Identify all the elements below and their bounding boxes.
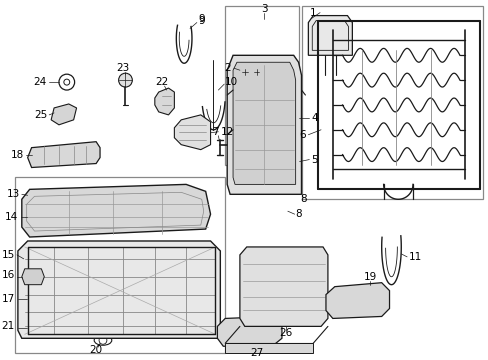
Polygon shape xyxy=(217,316,282,346)
Text: 27: 27 xyxy=(249,348,263,358)
Circle shape xyxy=(119,73,132,87)
Bar xyxy=(15,177,225,353)
Text: 11: 11 xyxy=(408,252,422,262)
Text: 7: 7 xyxy=(212,127,218,137)
Text: 1: 1 xyxy=(309,8,316,18)
Polygon shape xyxy=(240,247,327,327)
Text: 12: 12 xyxy=(220,127,233,137)
Text: 16: 16 xyxy=(1,270,15,280)
Text: 18: 18 xyxy=(10,150,24,159)
Text: 15: 15 xyxy=(1,250,15,260)
Bar xyxy=(225,6,298,165)
Polygon shape xyxy=(325,283,389,319)
Text: 20: 20 xyxy=(89,345,102,355)
Text: 9: 9 xyxy=(199,15,205,26)
Text: 3: 3 xyxy=(261,4,267,14)
Text: 17: 17 xyxy=(1,293,15,303)
Text: 21: 21 xyxy=(1,321,15,332)
Polygon shape xyxy=(308,15,352,55)
Text: 13: 13 xyxy=(6,189,20,199)
Polygon shape xyxy=(18,241,220,338)
Text: 19: 19 xyxy=(363,272,376,282)
Text: 9: 9 xyxy=(199,14,205,23)
Text: 6: 6 xyxy=(298,130,305,140)
Polygon shape xyxy=(225,343,313,353)
Text: 8: 8 xyxy=(295,209,302,219)
Circle shape xyxy=(240,67,249,77)
Bar xyxy=(301,6,483,199)
Text: 8: 8 xyxy=(300,194,306,204)
Text: 14: 14 xyxy=(4,212,18,222)
Text: 26: 26 xyxy=(279,328,292,338)
Polygon shape xyxy=(233,62,295,184)
Text: 10: 10 xyxy=(225,77,238,87)
Polygon shape xyxy=(155,88,174,115)
Polygon shape xyxy=(174,115,210,150)
Polygon shape xyxy=(51,104,77,125)
Circle shape xyxy=(27,294,37,303)
Text: 23: 23 xyxy=(116,63,129,73)
Text: 25: 25 xyxy=(35,110,48,120)
Polygon shape xyxy=(28,142,100,167)
Polygon shape xyxy=(22,184,210,237)
Circle shape xyxy=(251,67,261,77)
Text: 22: 22 xyxy=(155,77,168,87)
Polygon shape xyxy=(22,269,44,285)
Text: 24: 24 xyxy=(33,77,46,87)
Polygon shape xyxy=(227,55,301,194)
Text: 4: 4 xyxy=(311,113,317,123)
Text: 2: 2 xyxy=(224,63,231,73)
Text: 5: 5 xyxy=(311,154,317,165)
